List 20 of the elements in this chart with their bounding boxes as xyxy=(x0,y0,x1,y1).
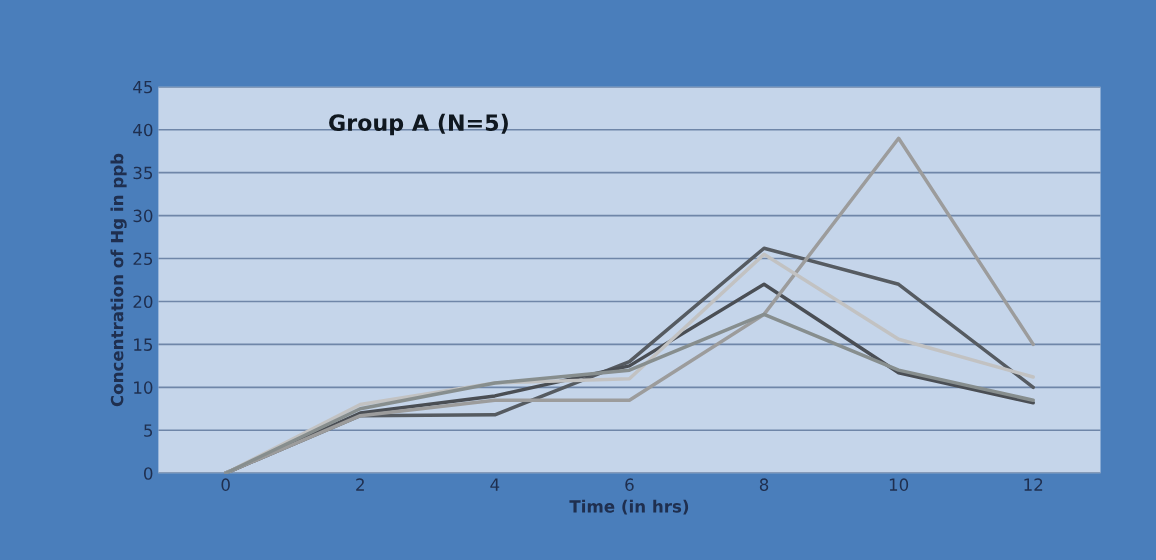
x-tick-label: 10 xyxy=(889,478,909,491)
x-axis-title: Time (in hrs) xyxy=(569,499,689,515)
y-tick-label: 30 xyxy=(133,209,153,223)
x-tick-label: 4 xyxy=(490,478,500,491)
y-tick-label: 40 xyxy=(133,123,153,137)
x-tick-label: 8 xyxy=(759,478,769,491)
y-tick-label: 5 xyxy=(144,424,153,437)
y-tick-label: 15 xyxy=(134,338,153,351)
x-tick-label: 2 xyxy=(356,478,364,491)
y-tick-label: 25 xyxy=(133,252,153,266)
y-tick-label: 10 xyxy=(134,381,153,394)
y-axis-title: Concentration of Hg in ppb xyxy=(110,153,127,407)
y-tick-label: 20 xyxy=(133,295,153,309)
y-tick-label: 45 xyxy=(133,80,153,94)
x-tick-label: 6 xyxy=(625,478,634,491)
x-tick-label: 0 xyxy=(221,478,230,491)
y-tick-label: 35 xyxy=(133,166,153,180)
text: Group A (N=5) xyxy=(329,113,508,136)
y-tick-label: 0 xyxy=(144,467,153,480)
x-tick-label: 12 xyxy=(1024,478,1043,491)
